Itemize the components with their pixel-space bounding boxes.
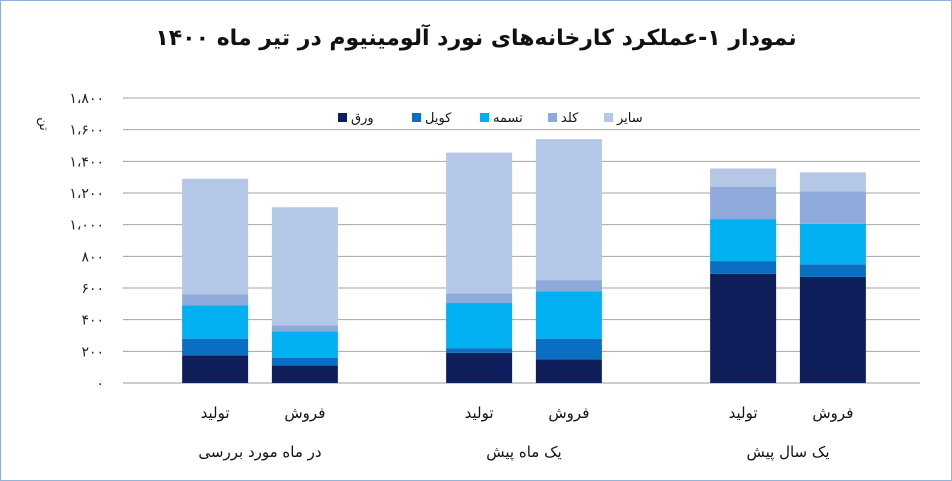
- bar-segment: [535, 291, 602, 339]
- bar-segment: [535, 359, 602, 383]
- y-tick-label: ۱،۸۰۰: [69, 91, 104, 107]
- legend-swatch: [338, 113, 347, 122]
- group-labels: در ماه مورد بررسی یک ماه پیش یک سال پیش: [198, 443, 829, 462]
- bar-segment: [710, 186, 777, 220]
- bar-segment: [271, 325, 338, 332]
- legend-label: تسمه: [493, 111, 523, 126]
- legend: ورق کویل تسمه کلد سایر: [338, 111, 643, 126]
- bar-segment: [271, 207, 338, 326]
- bar-segment: [271, 357, 338, 366]
- y-axis-label: تن: [36, 117, 51, 131]
- bar-segment: [271, 365, 338, 383]
- bar-segment: [182, 338, 249, 356]
- legend-label: ورق: [351, 111, 374, 126]
- category-label: فروش: [548, 404, 589, 422]
- grid-lines: [123, 97, 920, 384]
- y-tick-label: ۶۰۰: [81, 281, 104, 297]
- category-label: فروش: [812, 404, 853, 422]
- bar-segment: [446, 293, 513, 304]
- y-tick-label: ۸۰۰: [81, 249, 104, 265]
- legend-swatch: [548, 113, 557, 122]
- category-label: تولید: [729, 404, 758, 422]
- group-label: در ماه مورد بررسی: [198, 443, 321, 461]
- y-tick-label: ۱،۰۰۰: [69, 218, 104, 234]
- bar-segment: [446, 303, 513, 349]
- category-label: تولید: [465, 404, 494, 422]
- legend-label: کویل: [425, 111, 452, 126]
- legend-label: سایر: [616, 111, 643, 126]
- group-label: یک سال پیش: [747, 443, 830, 462]
- y-tick-label: ۱،۲۰۰: [69, 186, 104, 202]
- bar-segment: [710, 219, 777, 262]
- bar-segment: [799, 264, 866, 277]
- bar-segment: [710, 261, 777, 274]
- legend-swatch: [604, 113, 613, 122]
- bar-segment: [182, 355, 249, 383]
- bar-segment: [535, 139, 602, 281]
- bar-segment: [182, 294, 249, 306]
- y-tick-label: ۱،۶۰۰: [69, 123, 104, 139]
- bar-segment: [535, 280, 602, 292]
- bar-segment: [710, 273, 777, 383]
- bar-segment: [446, 352, 513, 383]
- y-tick-label: ۲۰۰: [81, 344, 104, 360]
- y-tick-label: ۱،۴۰۰: [69, 154, 104, 170]
- bar-segment: [799, 172, 866, 192]
- bar-segment: [271, 331, 338, 358]
- bar-segment: [710, 168, 777, 187]
- bar-segment: [535, 338, 602, 360]
- bar-segment: [799, 191, 866, 224]
- y-axis-ticks: ۰ ۲۰۰ ۴۰۰ ۶۰۰ ۸۰۰ ۱،۰۰۰ ۱،۲۰۰ ۱،۴۰۰ ۱،۶۰۰ ۱،۸۰۰: [69, 91, 104, 392]
- bar-segment: [446, 348, 513, 353]
- chart-title: نمودار ۱-عملکرد کارخانه‌های نورد آلومینی…: [155, 26, 797, 51]
- legend-swatch: [480, 113, 489, 122]
- bar-segment: [799, 276, 866, 383]
- y-tick-label: ۴۰۰: [81, 313, 104, 329]
- category-label: تولید: [201, 404, 230, 422]
- category-label: فروش: [284, 404, 325, 422]
- legend-label: کلد: [561, 111, 579, 126]
- group-label: یک ماه پیش: [486, 443, 561, 462]
- bar-segment: [182, 305, 249, 339]
- bar-segment: [446, 152, 513, 294]
- bar-segment: [799, 223, 866, 265]
- bar-segment: [182, 178, 249, 295]
- y-tick-label: ۰: [96, 376, 104, 392]
- category-labels: تولید فروش تولید فروش تولید فروش: [201, 404, 854, 422]
- bars: [182, 139, 866, 383]
- legend-swatch: [412, 113, 421, 122]
